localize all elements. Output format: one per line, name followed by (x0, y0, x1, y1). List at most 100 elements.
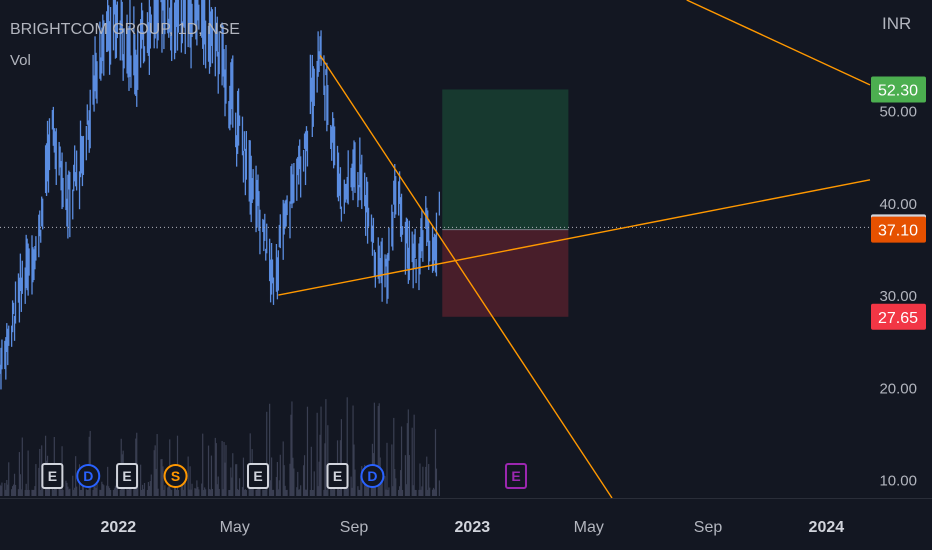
event-marker-split[interactable]: S (163, 464, 188, 488)
volume-bar (427, 489, 429, 496)
target-zone (442, 89, 569, 230)
volume-bar (278, 480, 280, 496)
volume-bar (5, 489, 7, 496)
volume-bar (20, 489, 22, 496)
event-marker-earnings[interactable]: E (246, 463, 269, 489)
volume-bar (422, 466, 424, 496)
event-marker-earnings[interactable]: E (116, 463, 139, 489)
volume-bar (87, 489, 89, 496)
volume-bar (196, 480, 198, 496)
event-badge-letter: D (367, 468, 377, 484)
axis-price-label: 52.30 (871, 76, 926, 103)
volume-bar (75, 456, 77, 496)
volume-bar (279, 454, 281, 496)
volume-bar (387, 489, 389, 496)
volume-bar (418, 489, 420, 496)
volume-bar (95, 487, 97, 496)
volume-bar (147, 482, 149, 496)
volume-bar (323, 489, 325, 496)
volume-bar (426, 456, 428, 496)
volume-bar (359, 489, 361, 496)
volume-bar (320, 406, 322, 496)
volume-bar (271, 489, 274, 496)
volume-bar (106, 485, 108, 496)
volume-bar (345, 488, 347, 496)
axis-price-label: 27.65 (871, 303, 926, 330)
volume-bar (39, 448, 41, 496)
volume-bar (11, 489, 13, 496)
volume-bar (291, 401, 293, 496)
volume-indicator-label[interactable]: Vol (10, 52, 31, 69)
volume-bar (236, 464, 238, 496)
volume-bar (38, 467, 40, 496)
volume-bar (123, 488, 125, 496)
volume-bar (208, 489, 211, 496)
volume-bar (351, 487, 353, 496)
volume-bar (269, 403, 271, 496)
volume-bar (12, 486, 14, 496)
event-marker-earnings[interactable]: E (326, 463, 349, 489)
volume-bar (406, 423, 408, 496)
axis-price-label-bg (871, 76, 926, 103)
volume-bar (290, 414, 292, 496)
volume-bar (357, 486, 359, 496)
volume-bar (217, 476, 219, 496)
event-badge-shape (163, 464, 188, 488)
volume-bar (381, 474, 383, 496)
volume-bar (391, 444, 393, 496)
volume-bar (12, 484, 15, 496)
volume-bar (107, 466, 109, 496)
volume-bar (245, 489, 247, 496)
volume-bar (304, 489, 307, 496)
time-tick-label: May (220, 519, 250, 536)
volume-bar (34, 486, 36, 496)
volume-bar (266, 411, 268, 496)
symbol-title[interactable]: BRIGHTCOM GROUP, 1D, NSE (10, 21, 240, 38)
event-marker-dividend[interactable]: D (76, 464, 101, 488)
volume-bar (162, 466, 164, 496)
volume-bar (223, 442, 225, 496)
volume-bar (325, 399, 327, 496)
volume-bar (148, 486, 150, 496)
price-tick-label: 10.00 (879, 473, 917, 490)
volume-bar (285, 489, 287, 496)
event-marker-earnings[interactable]: E (41, 463, 64, 489)
volume-bar (388, 487, 390, 496)
volume-bar (378, 403, 380, 496)
volume-bar (210, 455, 213, 496)
volume-bar (374, 479, 376, 496)
volume-bar (174, 485, 177, 496)
volume-bar (241, 487, 244, 496)
volume-bar (0, 484, 1, 496)
event-marker-future-earnings[interactable]: E (504, 463, 527, 489)
volume-bar (433, 489, 436, 496)
event-badge-letter: E (122, 468, 131, 484)
axis-price-label-text: 37.10 (878, 223, 918, 240)
event-badge-shape (116, 463, 139, 489)
volume-bar (161, 459, 163, 496)
volume-bar (190, 489, 192, 496)
volume-bar (112, 489, 115, 496)
volume-bar (428, 464, 430, 496)
volume-bar (224, 462, 226, 496)
volume-bar (216, 484, 218, 496)
volume-bar (228, 489, 230, 496)
volume-bar (167, 487, 169, 496)
event-badge-letter: E (48, 468, 57, 484)
volume-bar (153, 450, 155, 496)
event-badge-shape (76, 464, 101, 488)
volume-bar (62, 489, 64, 496)
volume-bar (412, 485, 414, 496)
time-tick-label: Sep (340, 519, 369, 536)
volume-bar (338, 489, 341, 496)
event-marker-dividend[interactable]: D (360, 464, 385, 488)
price-tick-label: 50.00 (879, 104, 917, 121)
volume-bar (401, 489, 404, 496)
volume-bar (373, 402, 375, 496)
volume-bar (99, 489, 101, 496)
volume-bar (419, 463, 421, 496)
volume-bar (282, 441, 284, 496)
axis-price-label-text: 52.30 (878, 82, 918, 99)
